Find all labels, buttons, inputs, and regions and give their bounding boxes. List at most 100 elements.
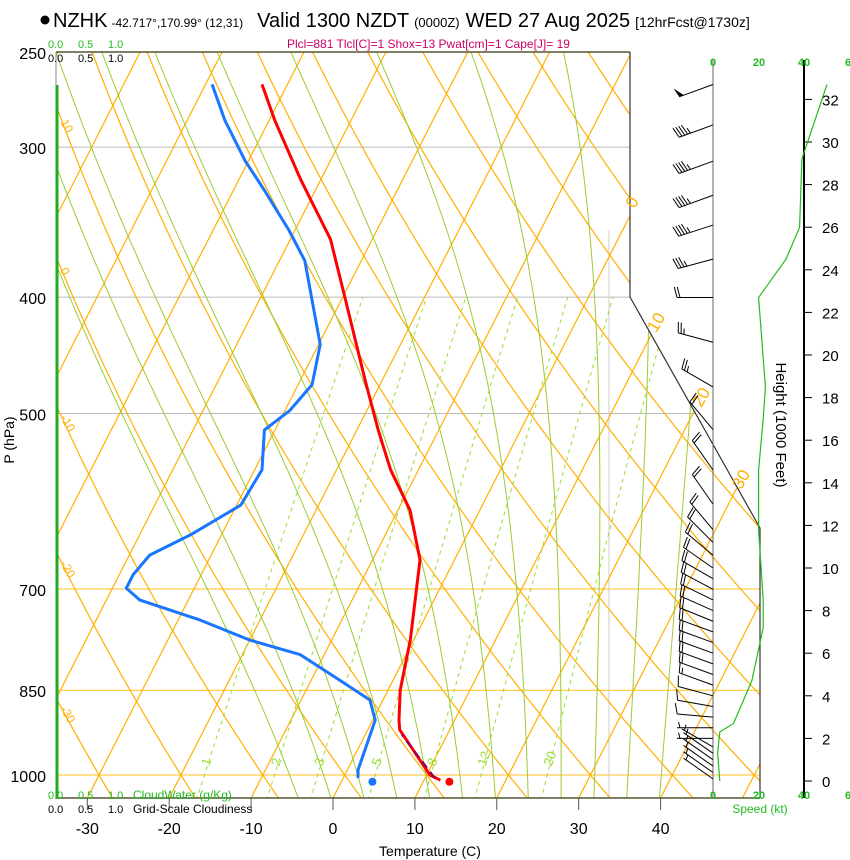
barb-feather [672,127,680,138]
wind-barb [683,747,714,773]
barb-feather [678,162,686,172]
wind-barb [677,321,714,343]
barb-staff [685,531,714,556]
height-tick-label: 20 [822,348,839,365]
barb-staff [689,501,714,530]
barb-staff [679,595,714,612]
height-axis-label: Height (1000 Feet) [772,362,789,487]
mixing-ratio-line [473,297,614,798]
mixing-ratio-label: 2 [268,756,285,768]
barb-feather [681,161,689,171]
moist-adiabat-line [56,52,333,798]
mixing-ratio-line [195,297,364,798]
speed-tick-label-top: 20 [753,57,765,69]
barb-half-feather [686,198,691,204]
wind-barb [673,286,713,298]
isotherm-line [56,52,316,798]
barb-staff [691,474,714,505]
barb-feather [689,509,696,520]
barb-feather [679,585,683,597]
wind-barb [674,703,714,718]
barb-feather [678,608,681,620]
barb-feather [678,651,681,663]
barb-half-feather [681,667,684,674]
isotherm-line [56,52,398,798]
dry-adiabat-line [138,52,613,798]
barb-feather [683,562,687,574]
barb-staff [679,124,714,138]
barb-staff [683,751,714,773]
wind-barb [683,734,714,761]
barb-half-feather [685,734,689,741]
wind-barb [680,573,714,601]
wind-barb [689,392,714,430]
barb-feather [691,431,700,441]
barb-half-feather [685,728,689,735]
barb-staff [683,732,714,754]
barb-staff [679,619,714,633]
mixing-ratio-label: 12 [474,749,493,768]
dry-adiabat-line [56,52,364,798]
barb-feather [681,223,688,234]
temperature-tick-label: -30 [76,821,99,838]
dry-adiabat-line [56,52,115,798]
wind-barb [678,608,714,633]
wind-barb [680,561,714,590]
isotherm-line [413,52,760,798]
barb-staff [689,401,714,430]
temperature-tick-label: -20 [158,821,181,838]
barb-staff [683,745,714,767]
isotherm-line [249,52,643,798]
barb-feather [676,286,681,298]
mixing-ratio-label: 1 [198,756,215,768]
barb-feather [680,561,685,573]
temperature-tick-label: 10 [406,821,424,838]
barb-half-feather [678,732,681,739]
height-tick-label: 8 [822,604,830,621]
cloud-scale-label: 1.0 [108,39,123,51]
station-id: NZHK [53,10,108,32]
cloud-scale-label: 0.5 [78,804,93,816]
mixing-ratio-label: 8 [424,756,441,768]
stability-indices: Plcl=881 Tlcl[C]=1 Shox=13 Pwat[cm]=1 Ca… [287,37,570,51]
barb-feather [681,597,685,609]
barb-feather [676,689,679,701]
utc-time: (0000Z) [414,15,460,30]
valid-time: Valid 1300 NZDT [257,10,409,32]
temperature-tick-label: -10 [240,821,263,838]
barb-feather [675,225,683,236]
dry-adiabat-label: 10 [57,117,76,136]
moist-adiabat-line [93,52,398,798]
barb-half-feather [686,366,690,373]
wind-barb [689,492,714,530]
cloud-scale-label: 0.5 [78,53,93,65]
height-tick-label: 10 [822,561,839,578]
barb-feather [681,641,684,653]
barb-feather [684,521,691,533]
barb-feather [681,652,684,664]
barb-feather [678,661,681,673]
dry-adiabat-line [410,52,760,798]
wind-barb [679,596,714,622]
height-tick-label: 22 [822,305,839,322]
cloud-scale-label: 0.5 [78,790,93,802]
mixing-ratio-label: 20 [540,749,559,768]
height-tick-label: 18 [822,391,839,408]
wind-barb [683,728,714,754]
barb-half-feather [685,754,689,761]
pressure-tick-label: 400 [19,291,46,308]
dry-adiabat-line [628,52,760,798]
mixing-ratio-label: 5 [368,756,385,768]
speed-tick-label-bottom: 6 [845,790,850,802]
cloud-scale-label: 0.0 [48,53,63,65]
dry-adiabat-line [247,52,760,798]
cloud-scale-label: 1.0 [108,53,123,65]
barb-staff [680,571,714,590]
valid-date: WED 27 Aug 2025 [466,10,631,32]
barb-half-feather [683,724,687,731]
header-line: NZHK -42.717°,170.99° (12,31) Valid 1300 N… [53,10,750,32]
dry-adiabat-line [56,52,281,798]
wind-barb [681,549,714,580]
wind-barb [687,507,714,543]
